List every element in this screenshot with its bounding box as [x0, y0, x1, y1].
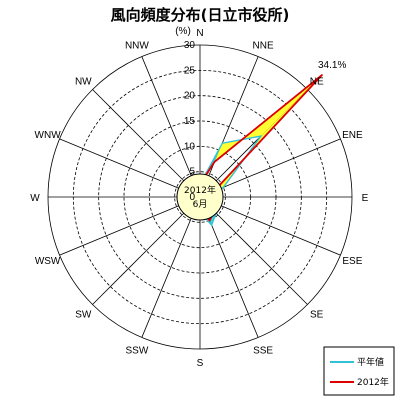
center-circle	[176, 173, 224, 221]
direction-label-wnw: WNW	[35, 130, 62, 141]
direction-label-se: SE	[310, 310, 324, 321]
direction-label-ne: NE	[310, 76, 324, 87]
point-normal-ene	[222, 186, 224, 188]
legend-box	[323, 346, 395, 396]
polar-grid	[47, 44, 353, 350]
point-2012-nne	[213, 161, 216, 163]
point-normal-ne	[260, 135, 262, 137]
center-label-month: 6月	[193, 199, 208, 210]
direction-label-ese: ESE	[342, 256, 362, 267]
tick-label-15: 15	[184, 116, 196, 127]
point-2012-ne	[321, 74, 323, 76]
tick-label-25: 25	[184, 65, 196, 76]
direction-label-ene: ENE	[342, 130, 363, 141]
radial-ticks: 0 5 10 15 20 25 30	[184, 40, 196, 203]
tick-label-20: 20	[184, 91, 196, 102]
peak-annotation: 34.1%	[318, 60, 346, 71]
tick-label-0: 0	[189, 192, 195, 203]
tick-label-30: 30	[184, 40, 196, 51]
legend-label-2012: 2012年	[357, 376, 389, 388]
direction-label-ssw: SSW	[126, 345, 149, 356]
direction-label-sw: SW	[75, 310, 92, 321]
spoke-nnw	[141, 56, 201, 198]
tick-label-5: 5	[189, 167, 195, 178]
spoke-nne	[199, 56, 259, 198]
direction-label-w: W	[30, 193, 40, 204]
direction-label-nnw: NNW	[125, 41, 149, 52]
point-normal-nne	[221, 142, 223, 144]
center-label-year: 2012年	[184, 184, 216, 196]
legend: 平年値 2012年	[323, 346, 395, 396]
direction-labels: N NNE NE ENE E ESE SE SSE S SSW SW WSW W WNW NW NNW	[30, 28, 368, 369]
spoke-wnw	[59, 138, 201, 198]
direction-label-nw: NW	[75, 76, 92, 87]
spoke-se	[199, 196, 308, 305]
spoke-sw	[92, 196, 201, 305]
unit-label: (%)	[175, 26, 191, 37]
tick-label-10: 10	[184, 141, 196, 152]
direction-label-wsw: WSW	[35, 256, 61, 267]
direction-label-n: N	[196, 28, 203, 39]
chart-title: 風向頻度分布(日立市役所)	[111, 6, 290, 24]
direction-label-nne: NNE	[253, 41, 274, 52]
direction-label-sse: SSE	[253, 345, 273, 356]
center-label: 2012年 6月	[176, 173, 224, 221]
direction-label-s: S	[197, 358, 204, 369]
point-2012-sse	[209, 219, 211, 221]
spoke-nw	[92, 89, 201, 198]
direction-label-e: E	[362, 193, 369, 204]
spoke-ssw	[141, 196, 201, 338]
legend-label-normal: 平年値	[357, 356, 384, 368]
spoke-ese	[199, 196, 341, 256]
point-normal-sse	[211, 224, 213, 226]
spoke-wsw	[59, 196, 201, 256]
